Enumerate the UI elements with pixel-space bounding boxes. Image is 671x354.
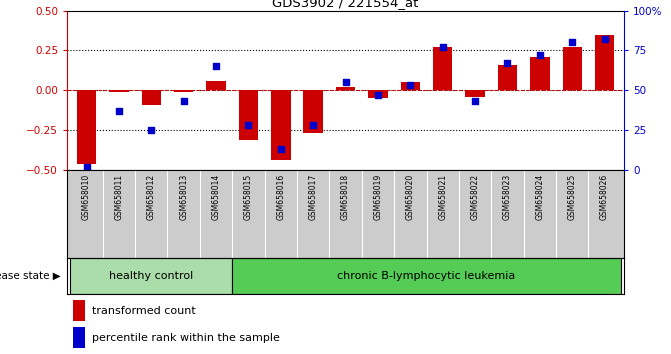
Bar xyxy=(72,300,85,321)
Point xyxy=(178,98,189,104)
Title: GDS3902 / 221554_at: GDS3902 / 221554_at xyxy=(272,0,419,10)
Text: GSM658013: GSM658013 xyxy=(179,173,188,220)
Point xyxy=(113,108,124,114)
Point xyxy=(470,98,480,104)
Bar xyxy=(466,90,484,97)
Text: GSM658023: GSM658023 xyxy=(503,173,512,220)
Text: GSM658018: GSM658018 xyxy=(341,173,350,219)
Bar xyxy=(368,90,388,98)
Text: GSM658024: GSM658024 xyxy=(535,173,544,220)
Bar xyxy=(595,34,615,90)
Point xyxy=(340,79,351,85)
Bar xyxy=(271,90,291,160)
Bar xyxy=(336,87,355,90)
Bar xyxy=(70,258,232,294)
Bar xyxy=(76,90,96,164)
Text: GSM658011: GSM658011 xyxy=(115,173,123,219)
Text: GSM658019: GSM658019 xyxy=(374,173,382,220)
Point xyxy=(275,147,286,152)
Text: percentile rank within the sample: percentile rank within the sample xyxy=(92,333,280,343)
Text: chronic B-lymphocytic leukemia: chronic B-lymphocytic leukemia xyxy=(338,271,515,281)
Bar xyxy=(401,82,420,90)
Bar xyxy=(530,57,550,90)
Text: GSM658016: GSM658016 xyxy=(276,173,285,220)
Point xyxy=(372,92,383,98)
Text: GSM658026: GSM658026 xyxy=(600,173,609,220)
Point xyxy=(599,36,610,42)
Point xyxy=(308,122,319,128)
Bar xyxy=(562,47,582,90)
Text: disease state ▶: disease state ▶ xyxy=(0,271,60,281)
Text: GSM658025: GSM658025 xyxy=(568,173,576,220)
Bar xyxy=(174,90,193,92)
Text: transformed count: transformed count xyxy=(92,306,196,316)
Point xyxy=(437,45,448,50)
Bar xyxy=(207,81,225,90)
Point xyxy=(502,60,513,66)
Point xyxy=(81,164,92,170)
Text: GSM658022: GSM658022 xyxy=(470,173,480,219)
Text: GSM658014: GSM658014 xyxy=(211,173,221,220)
Point xyxy=(243,122,254,128)
Text: GSM658012: GSM658012 xyxy=(147,173,156,219)
Text: GSM658010: GSM658010 xyxy=(82,173,91,220)
Point xyxy=(211,64,221,69)
Point xyxy=(405,82,416,88)
Bar xyxy=(433,47,452,90)
Point xyxy=(567,40,578,45)
Point xyxy=(146,127,156,133)
Text: GSM658015: GSM658015 xyxy=(244,173,253,220)
Text: GSM658020: GSM658020 xyxy=(406,173,415,220)
Text: GSM658021: GSM658021 xyxy=(438,173,447,219)
Bar xyxy=(72,327,85,348)
Point xyxy=(535,52,546,58)
Bar xyxy=(303,90,323,133)
Bar xyxy=(142,90,161,104)
Bar xyxy=(109,90,129,92)
Bar xyxy=(239,90,258,139)
Text: GSM658017: GSM658017 xyxy=(309,173,317,220)
Text: healthy control: healthy control xyxy=(109,271,193,281)
Bar xyxy=(498,65,517,90)
Bar xyxy=(232,258,621,294)
